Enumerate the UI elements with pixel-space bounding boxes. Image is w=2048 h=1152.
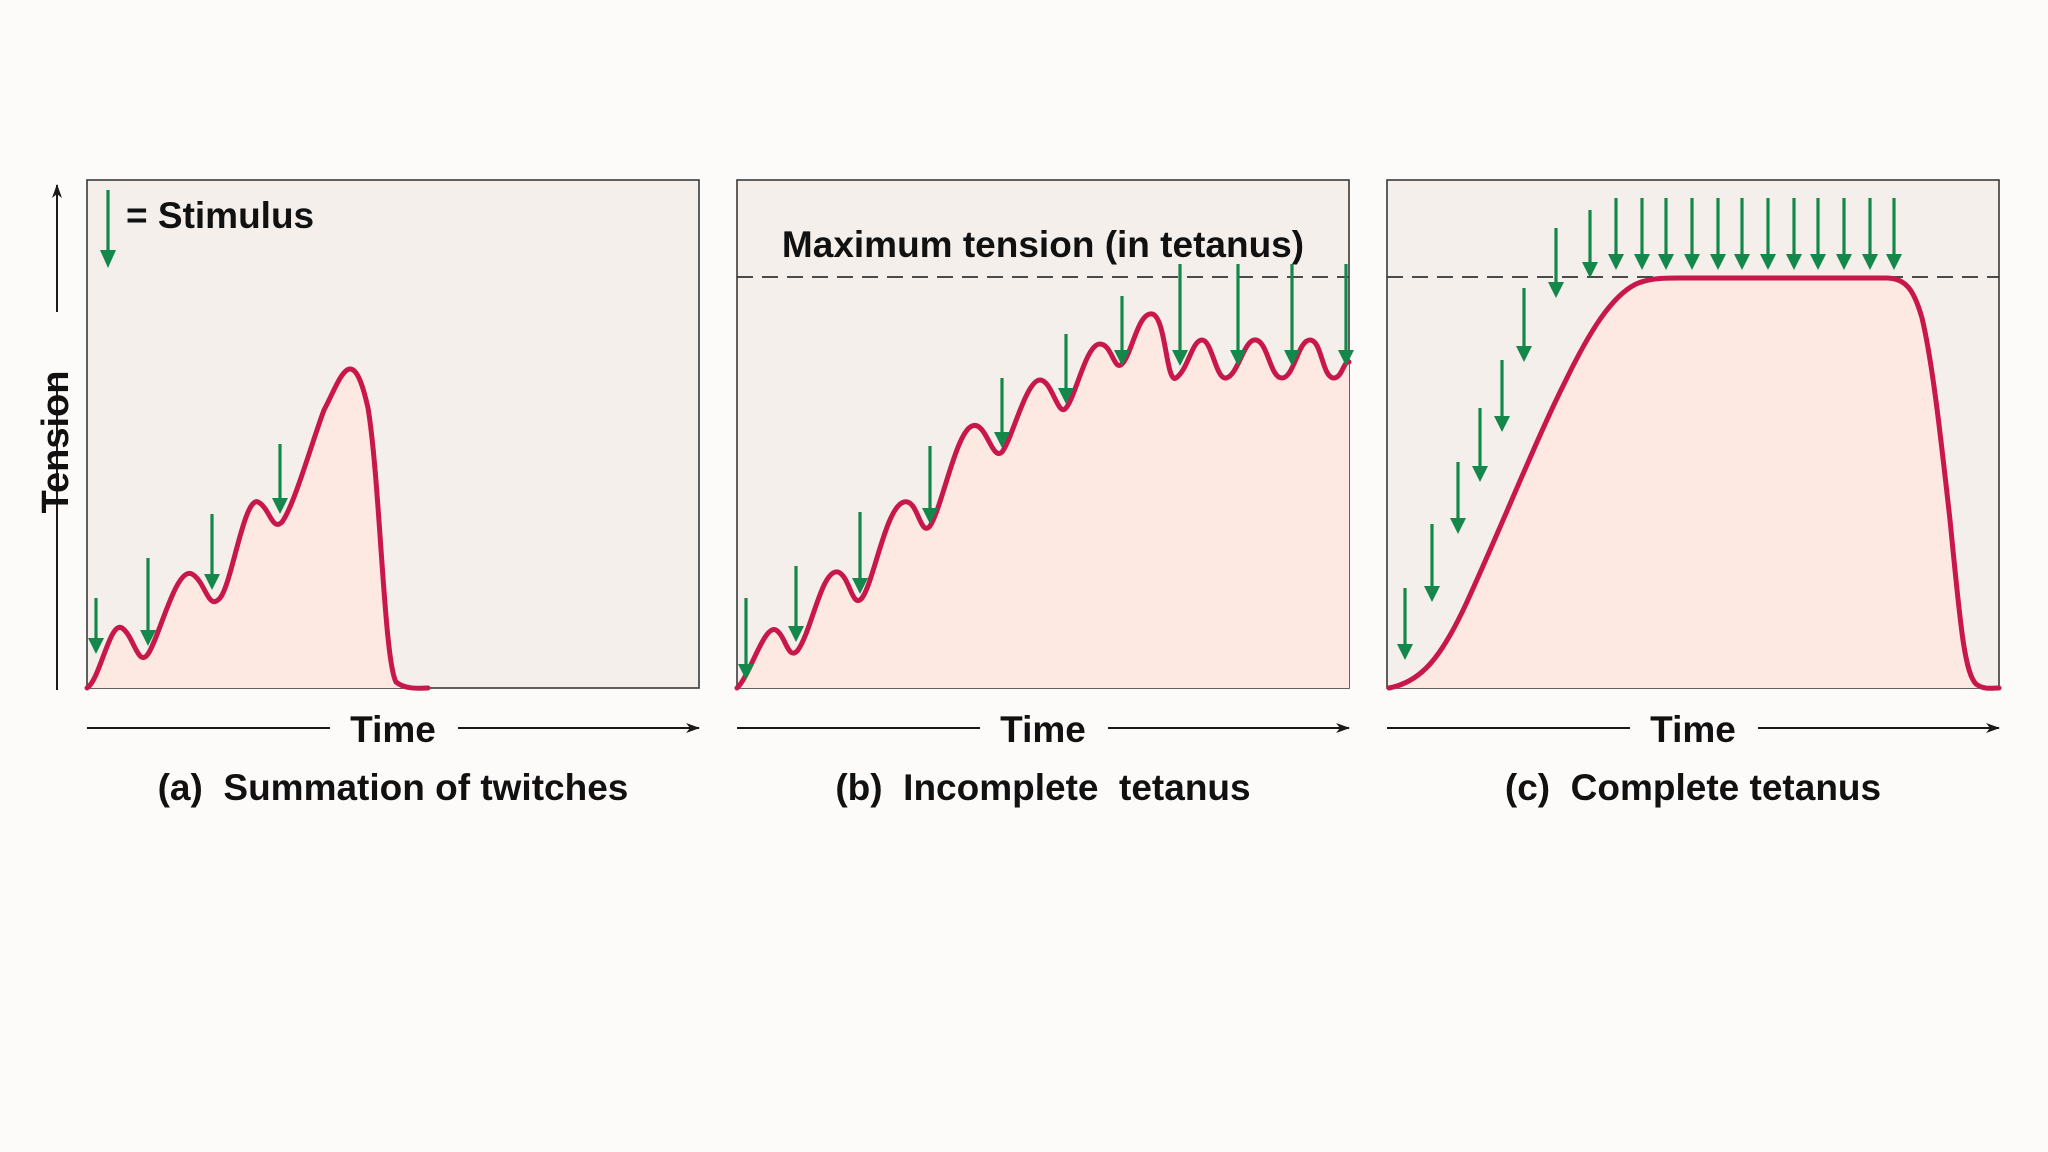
stimulus-arrow-icon (1494, 360, 1510, 432)
stimulus-arrow-icon (1810, 198, 1826, 270)
panel-c-x-label: Time (1650, 709, 1736, 750)
stimulus-arrow-icon (1684, 198, 1700, 270)
stimulus-arrow-icon (1516, 288, 1532, 362)
stimulus-arrow-icon (1472, 408, 1488, 482)
stimulus-legend-text: = Stimulus (126, 195, 314, 236)
stimulus-arrow-icon (1608, 198, 1624, 270)
stimulus-arrow-icon (204, 514, 220, 590)
panel-a-frame (86, 179, 700, 689)
stimulus-arrow-icon (1734, 198, 1750, 270)
panel-c-stimuli (1397, 198, 1902, 660)
panel-a-x-axis: Time (87, 709, 700, 750)
panel-a: = Stimulus Time (a) Summation of twitche… (84, 179, 700, 808)
stimulus-arrow-icon (1658, 198, 1674, 270)
stimulus-arrow-icon (852, 512, 868, 594)
stimulus-arrow-icon (738, 598, 754, 680)
y-axis-label: Tension (35, 371, 77, 514)
stimulus-arrow-icon (1230, 264, 1246, 366)
stimulus-arrow-icon (1786, 198, 1802, 270)
panel-b-tension-curve (734, 311, 1352, 691)
max-tension-label: Maximum tension (in tetanus) (782, 224, 1304, 265)
panel-a-x-label: Time (350, 709, 436, 750)
stimulus-arrow-icon (272, 444, 288, 514)
stimulus-arrow-icon (1582, 210, 1598, 278)
panel-b-x-label: Time (1000, 709, 1086, 750)
stimulus-arrow-icon (1058, 334, 1074, 404)
panel-a-caption: (a) Summation of twitches (158, 767, 629, 808)
panel-a-stimuli (88, 444, 288, 654)
panel-c-caption: (c) Complete tetanus (1505, 767, 1881, 808)
panel-b: Maximum tension (in tetanus) Time (b) In… (734, 179, 1354, 808)
stimulus-arrow-icon (1114, 296, 1130, 366)
stimulus-arrow-icon (1886, 198, 1902, 270)
panel-a-tension-curve (84, 366, 431, 691)
stimulus-arrow-icon (1450, 462, 1466, 534)
stimulus-arrow-icon (1710, 198, 1726, 270)
panel-a-area (87, 368, 428, 689)
stimulus-arrow-icon (922, 446, 938, 524)
panel-b-area (737, 313, 1349, 688)
stimulus-arrow-icon (1172, 264, 1188, 366)
stimulus-legend: = Stimulus (100, 190, 314, 268)
panel-c-tension-curve (1386, 275, 2002, 691)
panel-b-stimuli (738, 264, 1354, 680)
panel-c-x-axis: Time (1387, 709, 2000, 750)
stimulus-arrow-icon (1760, 198, 1776, 270)
stimulus-arrow-icon (88, 598, 104, 654)
stimulus-arrow-icon (140, 558, 156, 646)
stimulus-arrow-icon (1836, 198, 1852, 270)
stimulus-arrow-icon (788, 566, 804, 642)
stimulus-arrow-icon (1338, 264, 1354, 366)
stimulus-arrow-icon (1862, 198, 1878, 270)
stimulus-arrow-icon (994, 378, 1010, 448)
stimulus-arrow-icon (1284, 264, 1300, 366)
stimulus-arrow-icon (1397, 588, 1413, 660)
stimulus-arrow-icon (1424, 524, 1440, 602)
panel-c-area (1389, 278, 1999, 689)
stimulus-arrow-icon (1634, 198, 1650, 270)
panel-c: Time (c) Complete tetanus (1386, 179, 2002, 808)
panel-b-x-axis: Time (737, 709, 1350, 750)
stimulus-arrow-icon (1548, 228, 1564, 298)
panel-b-caption: (b) Incomplete tetanus (835, 767, 1250, 808)
y-axis: Tension (35, 184, 77, 690)
